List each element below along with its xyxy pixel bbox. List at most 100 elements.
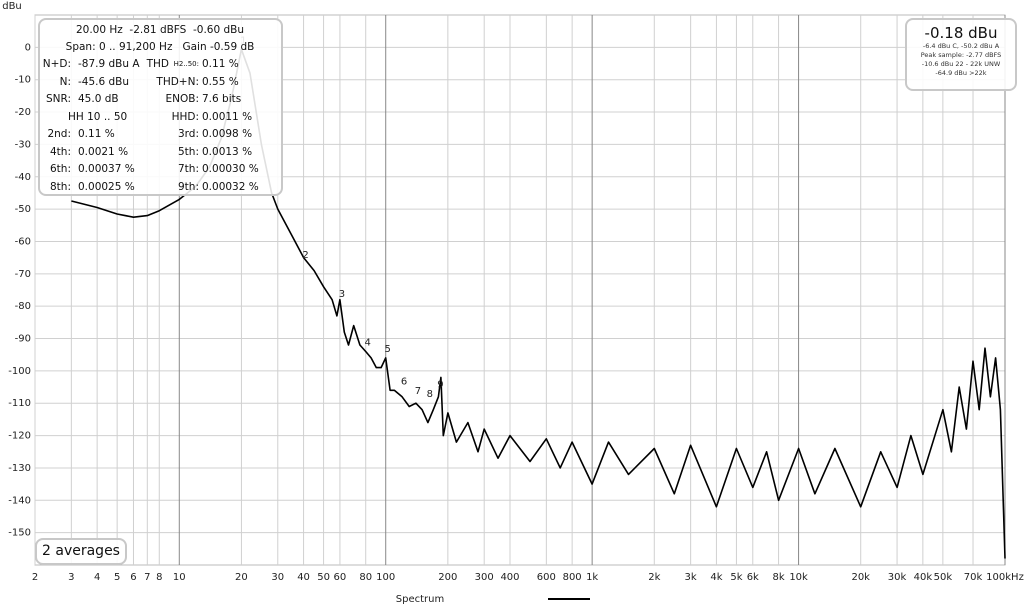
row-value: 0.0013 % xyxy=(202,145,253,158)
row-value: 0.55 % xyxy=(202,75,239,88)
x-tick-label: 4 xyxy=(94,572,100,583)
harmonic-label: 8 xyxy=(427,389,433,400)
y-tick-label: -120 xyxy=(8,431,31,442)
x-tick-label: 400 xyxy=(500,572,519,583)
y-tick-label: -100 xyxy=(8,366,31,377)
row-label: THD+N: xyxy=(156,75,199,88)
level-line: -6.4 dBu C, -50.2 dBu A xyxy=(922,42,1000,50)
row-label: 8th: xyxy=(50,180,71,193)
x-tick-label: 80 xyxy=(359,572,372,583)
row-label: 9th: xyxy=(178,180,199,193)
row-label: 4th: xyxy=(50,145,71,158)
level-panel: -0.18 dBu -6.4 dBu C, -50.2 dBu A Peak sa… xyxy=(905,18,1017,91)
y-tick-label: -90 xyxy=(15,334,31,345)
row-value: 0.00032 % xyxy=(202,180,259,193)
y-tick-label: -150 xyxy=(8,528,31,539)
level-main: -0.18 dBu xyxy=(924,24,998,42)
x-tick-label: 7 xyxy=(144,572,150,583)
row-value: 45.0 dB xyxy=(78,93,119,105)
row-value: 0.00030 % xyxy=(202,163,259,175)
row-value: 0.00037 % xyxy=(78,163,135,175)
x-tick-label: 5k xyxy=(730,572,742,583)
y-tick-label: -140 xyxy=(8,495,31,506)
row-label: ENOB: xyxy=(165,93,200,105)
x-tick-label: 300 xyxy=(475,572,494,583)
y-tick-label: -10 xyxy=(15,75,31,86)
x-tick-label: 4k xyxy=(710,572,722,583)
y-tick-label: 0 xyxy=(25,42,31,53)
row-label: 3rd: xyxy=(177,128,199,140)
panel-header: 20.00 Hz -2.81 dBFS -0.60 dBu xyxy=(75,24,245,36)
row-label: 5th: xyxy=(178,145,199,158)
harmonic-label: 3 xyxy=(339,289,345,300)
harmonic-label: 6 xyxy=(401,376,407,387)
y-tick-label: -30 xyxy=(15,139,31,150)
row-label-sub: H2..50: xyxy=(173,60,199,68)
x-tick-label: 40 xyxy=(297,572,310,583)
x-tick-label: 50 xyxy=(317,572,330,583)
x-tick-label: 6k xyxy=(747,572,759,583)
row-value: 0.0021 % xyxy=(78,145,129,158)
x-tick-label: 50k xyxy=(934,572,953,583)
y-tick-label: -40 xyxy=(15,172,31,183)
x-tick-label: 10k xyxy=(789,572,808,583)
row-value: 7.6 bits xyxy=(202,93,242,105)
averages: 2 averages xyxy=(35,538,127,565)
y-tick-label: -110 xyxy=(8,398,31,409)
row-label: 6th: xyxy=(50,163,71,175)
x-tick-label: 800 xyxy=(563,572,582,583)
x-tick-label: 8 xyxy=(156,572,162,583)
harmonic-label: 2 xyxy=(302,250,308,261)
x-tick-label: 40k xyxy=(914,572,933,583)
x-tick-label: 100kHz xyxy=(986,572,1024,583)
x-tick-label: 20k xyxy=(851,572,870,583)
y-tick-label: -130 xyxy=(8,463,31,474)
harmonic-label: 9 xyxy=(437,380,443,391)
row-label: SNR: xyxy=(45,93,71,105)
level-line: -10.6 dBu 22 - 22k UNW xyxy=(921,60,1001,68)
harmonic-label: 7 xyxy=(415,386,421,397)
row-label: N: xyxy=(59,75,71,88)
row-value: -45.6 dBu xyxy=(78,75,130,88)
row-value: 0.00025 % xyxy=(78,180,135,193)
x-tick-label: 5 xyxy=(114,572,120,583)
row-label: THD xyxy=(146,58,169,70)
legend-label: Spectrum xyxy=(396,594,444,605)
row-value: 0.0098 % xyxy=(202,128,253,140)
x-tick-label: 2 xyxy=(32,572,38,583)
x-tick-label: 60 xyxy=(334,572,347,583)
harmonic-label: 4 xyxy=(365,337,371,348)
y-tick-label: -60 xyxy=(15,236,31,247)
y-axis-label: dBu xyxy=(2,1,22,12)
row-label: HH 10 .. 50 xyxy=(68,110,128,123)
y-tick-label: -70 xyxy=(15,269,31,280)
row-label: 2nd: xyxy=(47,128,71,140)
level-line: Peak sample: -2.77 dBFS xyxy=(920,51,1002,59)
x-tick-label: 3k xyxy=(685,572,697,583)
harmonic-label: 5 xyxy=(385,344,391,355)
y-tick-label: -20 xyxy=(15,107,31,118)
x-tick-label: 8k xyxy=(772,572,784,583)
row-label: N+D: xyxy=(42,58,71,70)
x-tick-label: 100 xyxy=(376,572,395,583)
y-tick-label: -50 xyxy=(15,204,31,215)
y-tick-label: -80 xyxy=(15,301,31,312)
row-value: 0.11 % xyxy=(202,58,239,70)
level-line: -64.9 dBu >22k xyxy=(935,69,987,77)
x-tick-label: 1k xyxy=(586,572,598,583)
x-tick-label: 10 xyxy=(173,572,186,583)
row-value: -87.9 dBu A xyxy=(78,58,140,70)
row-label: 7th: xyxy=(178,163,199,175)
x-tick-label: 20 xyxy=(235,572,248,583)
x-tick-label: 600 xyxy=(537,572,556,583)
row-label: HHD: xyxy=(171,110,199,123)
row-value: 0.11 % xyxy=(78,128,115,140)
measurement-panel: 20.00 Hz -2.81 dBFS -0.60 dBu Span: 0 .. … xyxy=(38,18,283,196)
x-tick-label: 30k xyxy=(888,572,907,583)
x-tick-label: 3 xyxy=(68,572,74,583)
x-tick-label: 2k xyxy=(648,572,660,583)
x-tick-label: 200 xyxy=(438,572,457,583)
panel-header: Span: 0 .. 91,200 Hz Gain -0.59 dB xyxy=(65,41,255,53)
